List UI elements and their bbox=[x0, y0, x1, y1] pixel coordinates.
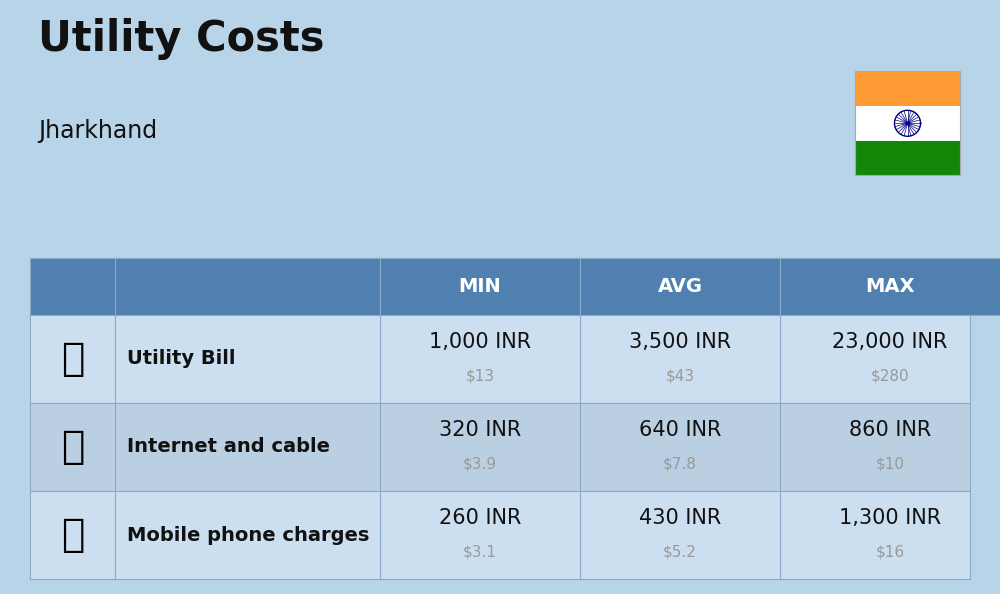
Text: 1,000 INR: 1,000 INR bbox=[429, 332, 531, 352]
Text: $16: $16 bbox=[875, 544, 905, 559]
Text: Jharkhand: Jharkhand bbox=[38, 119, 157, 143]
Text: 💡: 💡 bbox=[61, 340, 84, 378]
Text: 23,000 INR: 23,000 INR bbox=[832, 332, 948, 352]
Text: $280: $280 bbox=[871, 368, 909, 383]
Bar bbox=[580, 258, 780, 315]
Text: 📱: 📱 bbox=[61, 516, 84, 554]
Text: $3.1: $3.1 bbox=[463, 544, 497, 559]
Text: $5.2: $5.2 bbox=[663, 544, 697, 559]
Text: MIN: MIN bbox=[459, 277, 501, 296]
Text: $3.9: $3.9 bbox=[463, 456, 497, 471]
Text: Utility Bill: Utility Bill bbox=[127, 349, 236, 368]
Bar bbox=[30, 315, 970, 403]
Bar bbox=[380, 258, 580, 315]
Bar bbox=[855, 106, 960, 141]
Text: $13: $13 bbox=[465, 368, 495, 383]
Text: Utility Costs: Utility Costs bbox=[38, 18, 324, 60]
Text: 430 INR: 430 INR bbox=[639, 508, 721, 529]
Text: 3,500 INR: 3,500 INR bbox=[629, 332, 731, 352]
Text: $10: $10 bbox=[876, 456, 904, 471]
Text: $43: $43 bbox=[665, 368, 695, 383]
Text: 860 INR: 860 INR bbox=[849, 421, 931, 440]
Text: $7.8: $7.8 bbox=[663, 456, 697, 471]
Text: 📶: 📶 bbox=[61, 428, 84, 466]
Text: 320 INR: 320 INR bbox=[439, 421, 521, 440]
Text: MAX: MAX bbox=[865, 277, 915, 296]
Text: Mobile phone charges: Mobile phone charges bbox=[127, 526, 369, 545]
Text: 640 INR: 640 INR bbox=[639, 421, 721, 440]
Text: AVG: AVG bbox=[658, 277, 702, 296]
Bar bbox=[30, 403, 970, 491]
Text: Internet and cable: Internet and cable bbox=[127, 438, 330, 456]
Text: 260 INR: 260 INR bbox=[439, 508, 521, 529]
Bar bbox=[855, 71, 960, 106]
Bar bbox=[30, 258, 380, 315]
Text: 1,300 INR: 1,300 INR bbox=[839, 508, 941, 529]
Bar bbox=[30, 491, 970, 579]
Bar bbox=[780, 258, 1000, 315]
Bar bbox=[855, 71, 960, 175]
Bar bbox=[855, 141, 960, 175]
